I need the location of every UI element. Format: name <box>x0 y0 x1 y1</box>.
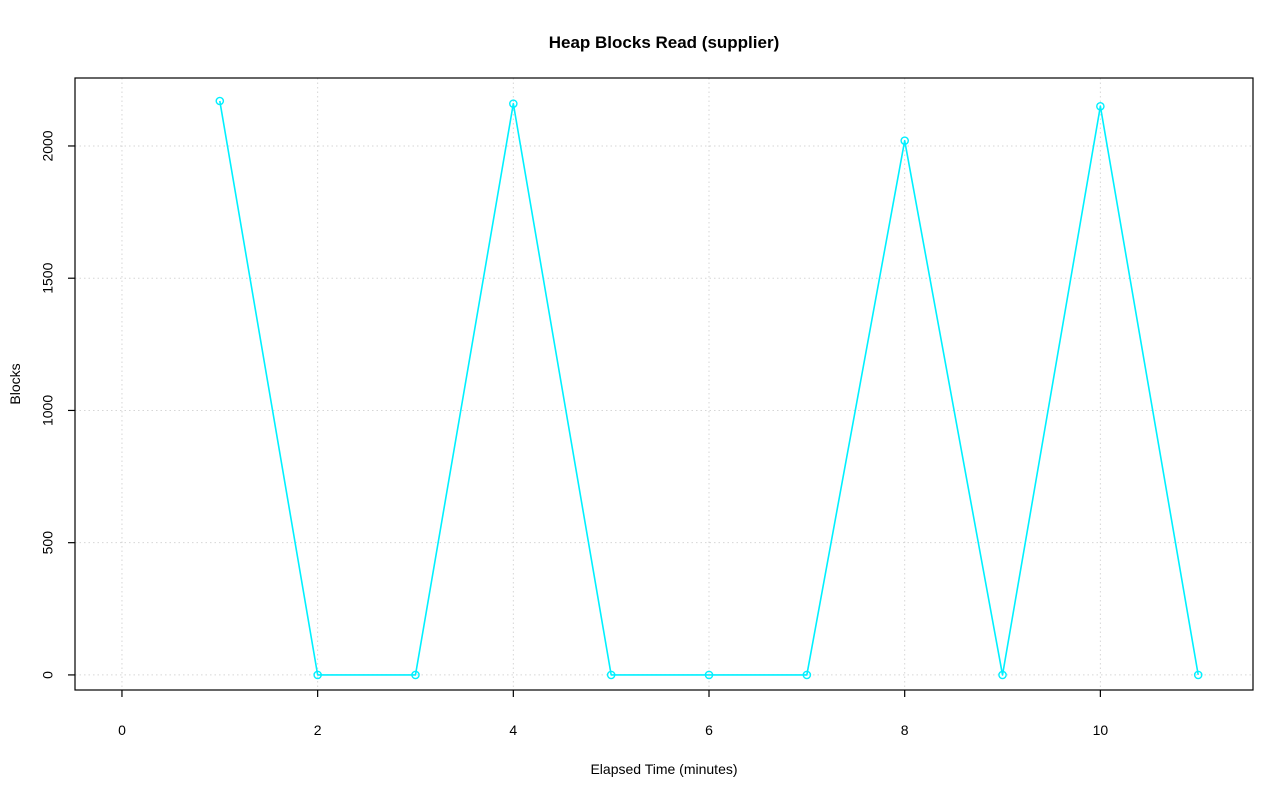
x-tick-label: 2 <box>314 722 322 738</box>
chart-title: Heap Blocks Read (supplier) <box>549 33 780 52</box>
x-tick-label: 10 <box>1093 722 1109 738</box>
data-point-marker <box>998 670 1007 680</box>
y-tick-label: 2000 <box>40 130 56 161</box>
data-point-marker <box>411 670 420 680</box>
data-point-marker <box>1193 670 1203 680</box>
x-tick-label: 6 <box>705 722 713 738</box>
data-point-marker <box>313 670 322 680</box>
y-tick-label: 1500 <box>40 262 56 293</box>
data-point-marker <box>215 96 225 106</box>
x-tick-label: 8 <box>901 722 909 738</box>
data-point-marker <box>509 99 518 108</box>
data-point-marker <box>606 670 616 680</box>
series-line <box>219 100 1199 676</box>
data-point-marker <box>900 136 909 145</box>
x-tick-label: 4 <box>509 722 517 738</box>
y-axis-label: Blocks <box>7 363 23 404</box>
y-tick-label: 0 <box>40 671 56 679</box>
x-axis-label: Elapsed Time (minutes) <box>590 761 737 777</box>
data-point-marker <box>704 670 714 680</box>
y-tick-label: 1000 <box>40 395 56 426</box>
y-axis: 0 500 1000 1500 2000 <box>40 130 75 679</box>
x-axis: 0 2 4 6 8 10 <box>118 690 1108 738</box>
series-layer <box>215 96 1203 680</box>
x-tick-label: 0 <box>118 722 126 738</box>
y-tick-label: 500 <box>40 531 56 555</box>
data-point-marker <box>802 670 812 680</box>
plot-border <box>74 77 1254 691</box>
grid-layer <box>75 78 1253 690</box>
data-point-marker <box>1096 101 1105 111</box>
